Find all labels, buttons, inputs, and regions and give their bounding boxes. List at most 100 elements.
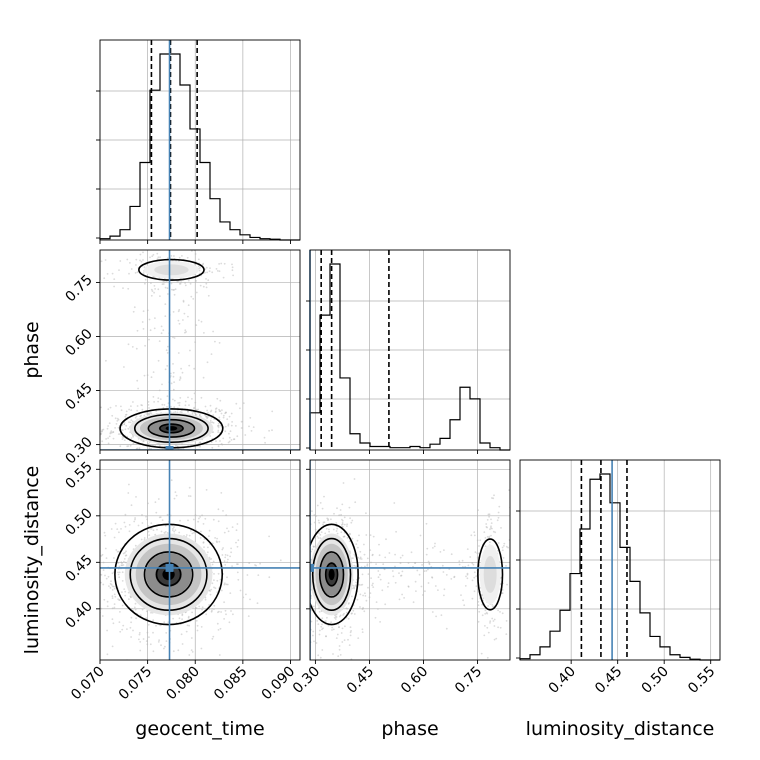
density-luminosity_distance-vs-phase-point [340, 524, 343, 526]
density-luminosity_distance-vs-geocent_time-point [223, 601, 226, 604]
density-luminosity_distance-vs-phase-point [330, 621, 332, 623]
density-phase-vs-geocent_time-point [204, 414, 207, 417]
density-luminosity_distance-vs-phase-point [343, 523, 346, 526]
density-phase-vs-geocent_time-point [143, 374, 146, 377]
density-luminosity_distance-vs-phase-point [302, 566, 304, 568]
density-luminosity_distance-vs-geocent_time-ytick-label-3: 0.55 [62, 459, 95, 492]
density-luminosity_distance-vs-phase-point [304, 587, 306, 589]
density-luminosity_distance-vs-phase-point [491, 617, 494, 620]
density-luminosity_distance-vs-phase-point [383, 568, 386, 571]
density-luminosity_distance-vs-geocent_time-point [208, 604, 211, 606]
density-phase-vs-geocent_time-point [184, 329, 187, 332]
density-luminosity_distance-vs-geocent_time-point [123, 588, 126, 590]
density-phase-vs-geocent_time-point [219, 399, 222, 402]
density-luminosity_distance-vs-geocent_time-point [118, 599, 121, 601]
density-luminosity_distance-vs-geocent_time-point [239, 589, 242, 592]
density-luminosity_distance-vs-geocent_time-point [214, 537, 217, 539]
density-phase-vs-geocent_time-point [226, 418, 229, 421]
density-phase-vs-geocent_time-point [166, 257, 169, 260]
density-luminosity_distance-vs-phase-point [370, 561, 372, 564]
density-luminosity_distance-vs-geocent_time-point [118, 621, 121, 623]
density-phase-vs-geocent_time-point [157, 397, 160, 399]
xlabel-luminosity_distance: luminosity_distance [526, 718, 715, 740]
density-phase-vs-geocent_time-point [200, 396, 203, 399]
density-phase-vs-geocent_time-point [153, 401, 156, 403]
density-luminosity_distance-vs-geocent_time-point [111, 589, 114, 591]
density-luminosity_distance-vs-geocent_time-point [141, 608, 144, 611]
density-luminosity_distance-vs-phase-point [357, 637, 360, 639]
density-luminosity_distance-vs-geocent_time-point [103, 598, 106, 601]
density-luminosity_distance-vs-phase-point [363, 610, 366, 613]
density-luminosity_distance-vs-geocent_time-point [190, 637, 193, 639]
density-luminosity_distance-vs-phase-point [301, 581, 303, 583]
density-luminosity_distance-vs-phase-contour-0-3 [324, 562, 339, 587]
density-luminosity_distance-vs-phase-point [479, 539, 482, 542]
density-luminosity_distance-vs-geocent_time-ytick-label-2: 0.50 [62, 505, 95, 538]
density-phase-vs-geocent_time-point [146, 374, 149, 376]
density-phase-vs-geocent_time-point [189, 282, 192, 285]
density-phase-vs-geocent_time-point [142, 310, 145, 313]
density-phase-vs-geocent_time-point [179, 397, 182, 399]
density-luminosity_distance-vs-geocent_time-point [131, 607, 133, 610]
density-luminosity_distance-vs-geocent_time-point [141, 522, 144, 524]
density-luminosity_distance-vs-geocent_time-point [173, 526, 175, 528]
density-phase-vs-geocent_time-point [140, 404, 143, 406]
density-luminosity_distance-vs-phase-point [361, 573, 364, 576]
density-phase-vs-geocent_time-point [149, 452, 151, 454]
density-luminosity_distance-vs-phase-point [341, 641, 344, 643]
density-luminosity_distance-vs-geocent_time-point [111, 607, 114, 610]
density-luminosity_distance-vs-geocent_time-point [174, 491, 177, 493]
density-luminosity_distance-vs-phase-point [401, 593, 403, 596]
density-luminosity_distance-vs-geocent_time-point [228, 621, 231, 624]
density-luminosity_distance-vs-phase-point [341, 522, 344, 524]
density-phase-vs-geocent_time-point [136, 329, 139, 332]
density-phase-vs-geocent_time-point [172, 398, 174, 401]
density-luminosity_distance-vs-phase-point [340, 632, 343, 634]
density-luminosity_distance-vs-geocent_time-point [148, 534, 151, 536]
density-luminosity_distance-vs-phase-point [367, 586, 369, 589]
density-luminosity_distance-vs-geocent_time-point [113, 606, 116, 609]
density-luminosity_distance-vs-phase-density-0-4 [328, 568, 335, 581]
density-luminosity_distance-vs-phase-point [351, 519, 354, 522]
density-luminosity_distance-vs-phase-point [514, 558, 516, 560]
density-luminosity_distance-vs-geocent_time-point [128, 530, 131, 533]
density-luminosity_distance-vs-geocent_time-point [216, 622, 219, 625]
density-luminosity_distance-vs-geocent_time-point [208, 608, 211, 611]
density-luminosity_distance-vs-phase-point [337, 655, 340, 658]
density-luminosity_distance-vs-geocent_time-point [161, 519, 164, 521]
density-luminosity_distance-vs-phase-point [360, 558, 363, 560]
density-luminosity_distance-vs-geocent_time-point [147, 502, 149, 505]
density-phase-vs-geocent_time-point [203, 332, 205, 334]
density-phase-vs-geocent_time-point [114, 417, 117, 420]
density-luminosity_distance-vs-geocent_time-point [211, 608, 214, 610]
density-luminosity_distance-vs-phase-point [356, 598, 359, 601]
density-luminosity_distance-vs-phase-point [304, 525, 306, 527]
density-phase-vs-geocent_time-point [142, 259, 144, 261]
density-luminosity_distance-vs-phase-point [350, 630, 352, 632]
density-luminosity_distance-vs-phase-point [401, 554, 404, 557]
density-luminosity_distance-vs-phase-point [300, 535, 302, 537]
density-luminosity_distance-vs-geocent_time-point [149, 643, 152, 646]
density-luminosity_distance-vs-phase-point [368, 596, 371, 599]
density-phase-vs-geocent_time-point [184, 400, 187, 403]
density-luminosity_distance-vs-phase-point [484, 545, 487, 547]
density-phase-vs-geocent_time-point [228, 432, 230, 435]
density-luminosity_distance-vs-geocent_time-point [279, 559, 282, 562]
density-luminosity_distance-vs-geocent_time-point [150, 611, 152, 614]
density-phase-vs-geocent_time-point [119, 260, 122, 262]
density-phase-vs-geocent_time-point [158, 340, 161, 342]
density-phase-vs-geocent_time-point [221, 409, 223, 411]
density-phase-vs-geocent_time-point [194, 341, 197, 343]
density-phase-vs-geocent_time-point [248, 425, 250, 428]
density-phase-vs-geocent_time-point [112, 437, 115, 440]
density-phase-vs-geocent_time-point [103, 277, 106, 280]
density-luminosity_distance-vs-phase-point [358, 583, 361, 586]
density-phase-vs-geocent_time-point [170, 382, 173, 385]
density-luminosity_distance-vs-geocent_time-point [100, 573, 103, 576]
density-luminosity_distance-vs-phase-point [336, 633, 339, 636]
density-luminosity_distance-vs-geocent_time-point [118, 565, 121, 568]
density-luminosity_distance-vs-geocent_time-point [100, 607, 103, 610]
density-phase-vs-geocent_time-point [230, 439, 233, 441]
density-phase-vs-geocent_time-point [231, 421, 234, 423]
density-luminosity_distance-vs-phase-point [506, 583, 508, 586]
